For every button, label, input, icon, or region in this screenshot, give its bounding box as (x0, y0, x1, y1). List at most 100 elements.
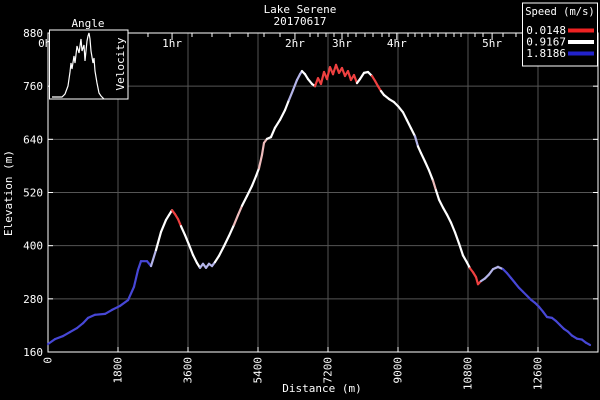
profile-segment (269, 126, 277, 139)
chart-subtitle: 20170617 (274, 15, 327, 28)
profile-segment (431, 179, 438, 192)
profile-segment (132, 268, 140, 288)
gridlines (48, 33, 598, 352)
profile-segment (461, 254, 469, 264)
y-tick-label: 400 (23, 240, 43, 253)
profile-segment (236, 204, 244, 217)
x-tick-label: 0 (42, 357, 55, 364)
profile-segment (287, 89, 295, 102)
profile-segment (405, 119, 413, 130)
profile-segment (232, 213, 240, 226)
profile-segment (159, 218, 168, 234)
profile-segment (427, 169, 435, 182)
profile-segment (409, 127, 417, 138)
profile-segment (396, 105, 405, 114)
legend-entry-label: 0.9167 (526, 36, 566, 49)
profile-segment (103, 308, 114, 315)
profile-segment (183, 233, 191, 246)
profile-segment (352, 73, 359, 85)
time-hour-label: 2hr (285, 37, 305, 50)
chart-title: Lake Serene (264, 3, 337, 16)
tick-labels: 160 280 400 520 640 760 880 0 1800 3600 5400 7200 90… (23, 27, 544, 390)
profile-segment (179, 225, 187, 237)
profile-segment (254, 167, 261, 178)
profile-segment (584, 341, 592, 347)
profile-segment (227, 223, 236, 238)
elevation-profile-line (46, 63, 592, 347)
inset-histogram-line (52, 32, 105, 100)
profile-segment (278, 108, 287, 121)
profile-segment (434, 189, 441, 201)
x-tick-label: 12600 (531, 357, 544, 390)
y-tick-label: 640 (23, 133, 43, 146)
profile-segment (260, 141, 266, 156)
angle-velocity-inset: Angle Velocity (49, 17, 129, 100)
y-tick-label: 280 (23, 293, 43, 306)
profile-segment (222, 234, 231, 248)
x-tick-label: 5400 (251, 357, 264, 384)
profile-segment (81, 316, 90, 325)
profile-segment (423, 160, 431, 172)
profile-segment (413, 135, 420, 148)
profile-segment (126, 285, 136, 302)
profile-segment (441, 206, 449, 216)
profile-segment (191, 253, 199, 265)
profile-segment (136, 260, 143, 272)
profile-segment (457, 242, 465, 257)
profile-segment (346, 70, 353, 82)
profile-segment (154, 230, 163, 252)
profile-segment (358, 71, 366, 81)
profile-segment (176, 217, 183, 228)
profile-segment (291, 78, 299, 92)
profile-segment (53, 334, 65, 341)
profile-segment (334, 63, 341, 74)
profile-segment (240, 194, 249, 207)
legend-title: Speed (m/s) (525, 6, 595, 18)
time-hour-label: 3hr (332, 37, 352, 50)
profile-segment (453, 231, 461, 245)
profile-segment (487, 268, 495, 276)
profile-segment (419, 151, 427, 163)
inset-ylabel: Velocity (114, 37, 127, 90)
x-axis-label: Distance (m) (282, 382, 361, 395)
profile-segment (149, 248, 158, 268)
profile-segment (250, 175, 258, 187)
inset-histogram (52, 32, 105, 100)
y-tick-label: 520 (23, 187, 43, 200)
profile-segment (187, 243, 195, 257)
profile-segment (445, 213, 453, 224)
time-hour-label: 5hr (482, 37, 502, 50)
profile-segment (213, 254, 221, 264)
profile-segment (319, 70, 326, 86)
profile-segment (416, 145, 423, 155)
profile-segment (401, 111, 409, 122)
profile-segment (217, 245, 226, 257)
profile-segment (340, 66, 347, 78)
y-axis-label: Elevation (m) (2, 150, 15, 236)
legend-entry-label: 1.8186 (526, 47, 566, 60)
y-tick-label: 760 (23, 80, 43, 93)
profile-segment (46, 338, 57, 346)
profile-segment (93, 312, 107, 316)
profile-segment (273, 118, 282, 129)
inset-title: Angle (71, 17, 104, 30)
time-hour-label: 1hr (162, 37, 182, 50)
inset-frame (49, 29, 129, 100)
legend-entry-label: 0.0148 (526, 24, 566, 37)
y-tick-label: 160 (23, 346, 43, 359)
profile-segment (61, 330, 72, 338)
profile-segment (86, 313, 97, 319)
profile-segment (118, 299, 130, 308)
profile-segment (257, 153, 264, 170)
x-tick-label: 10800 (461, 357, 474, 390)
profile-segment (541, 310, 549, 319)
profile-segment (325, 66, 332, 81)
x-tick-label: 1800 (111, 357, 124, 384)
y-tick-label: 880 (23, 27, 43, 40)
x-tick-label: 3600 (181, 357, 194, 384)
time-hour-label: 4hr (387, 37, 407, 50)
